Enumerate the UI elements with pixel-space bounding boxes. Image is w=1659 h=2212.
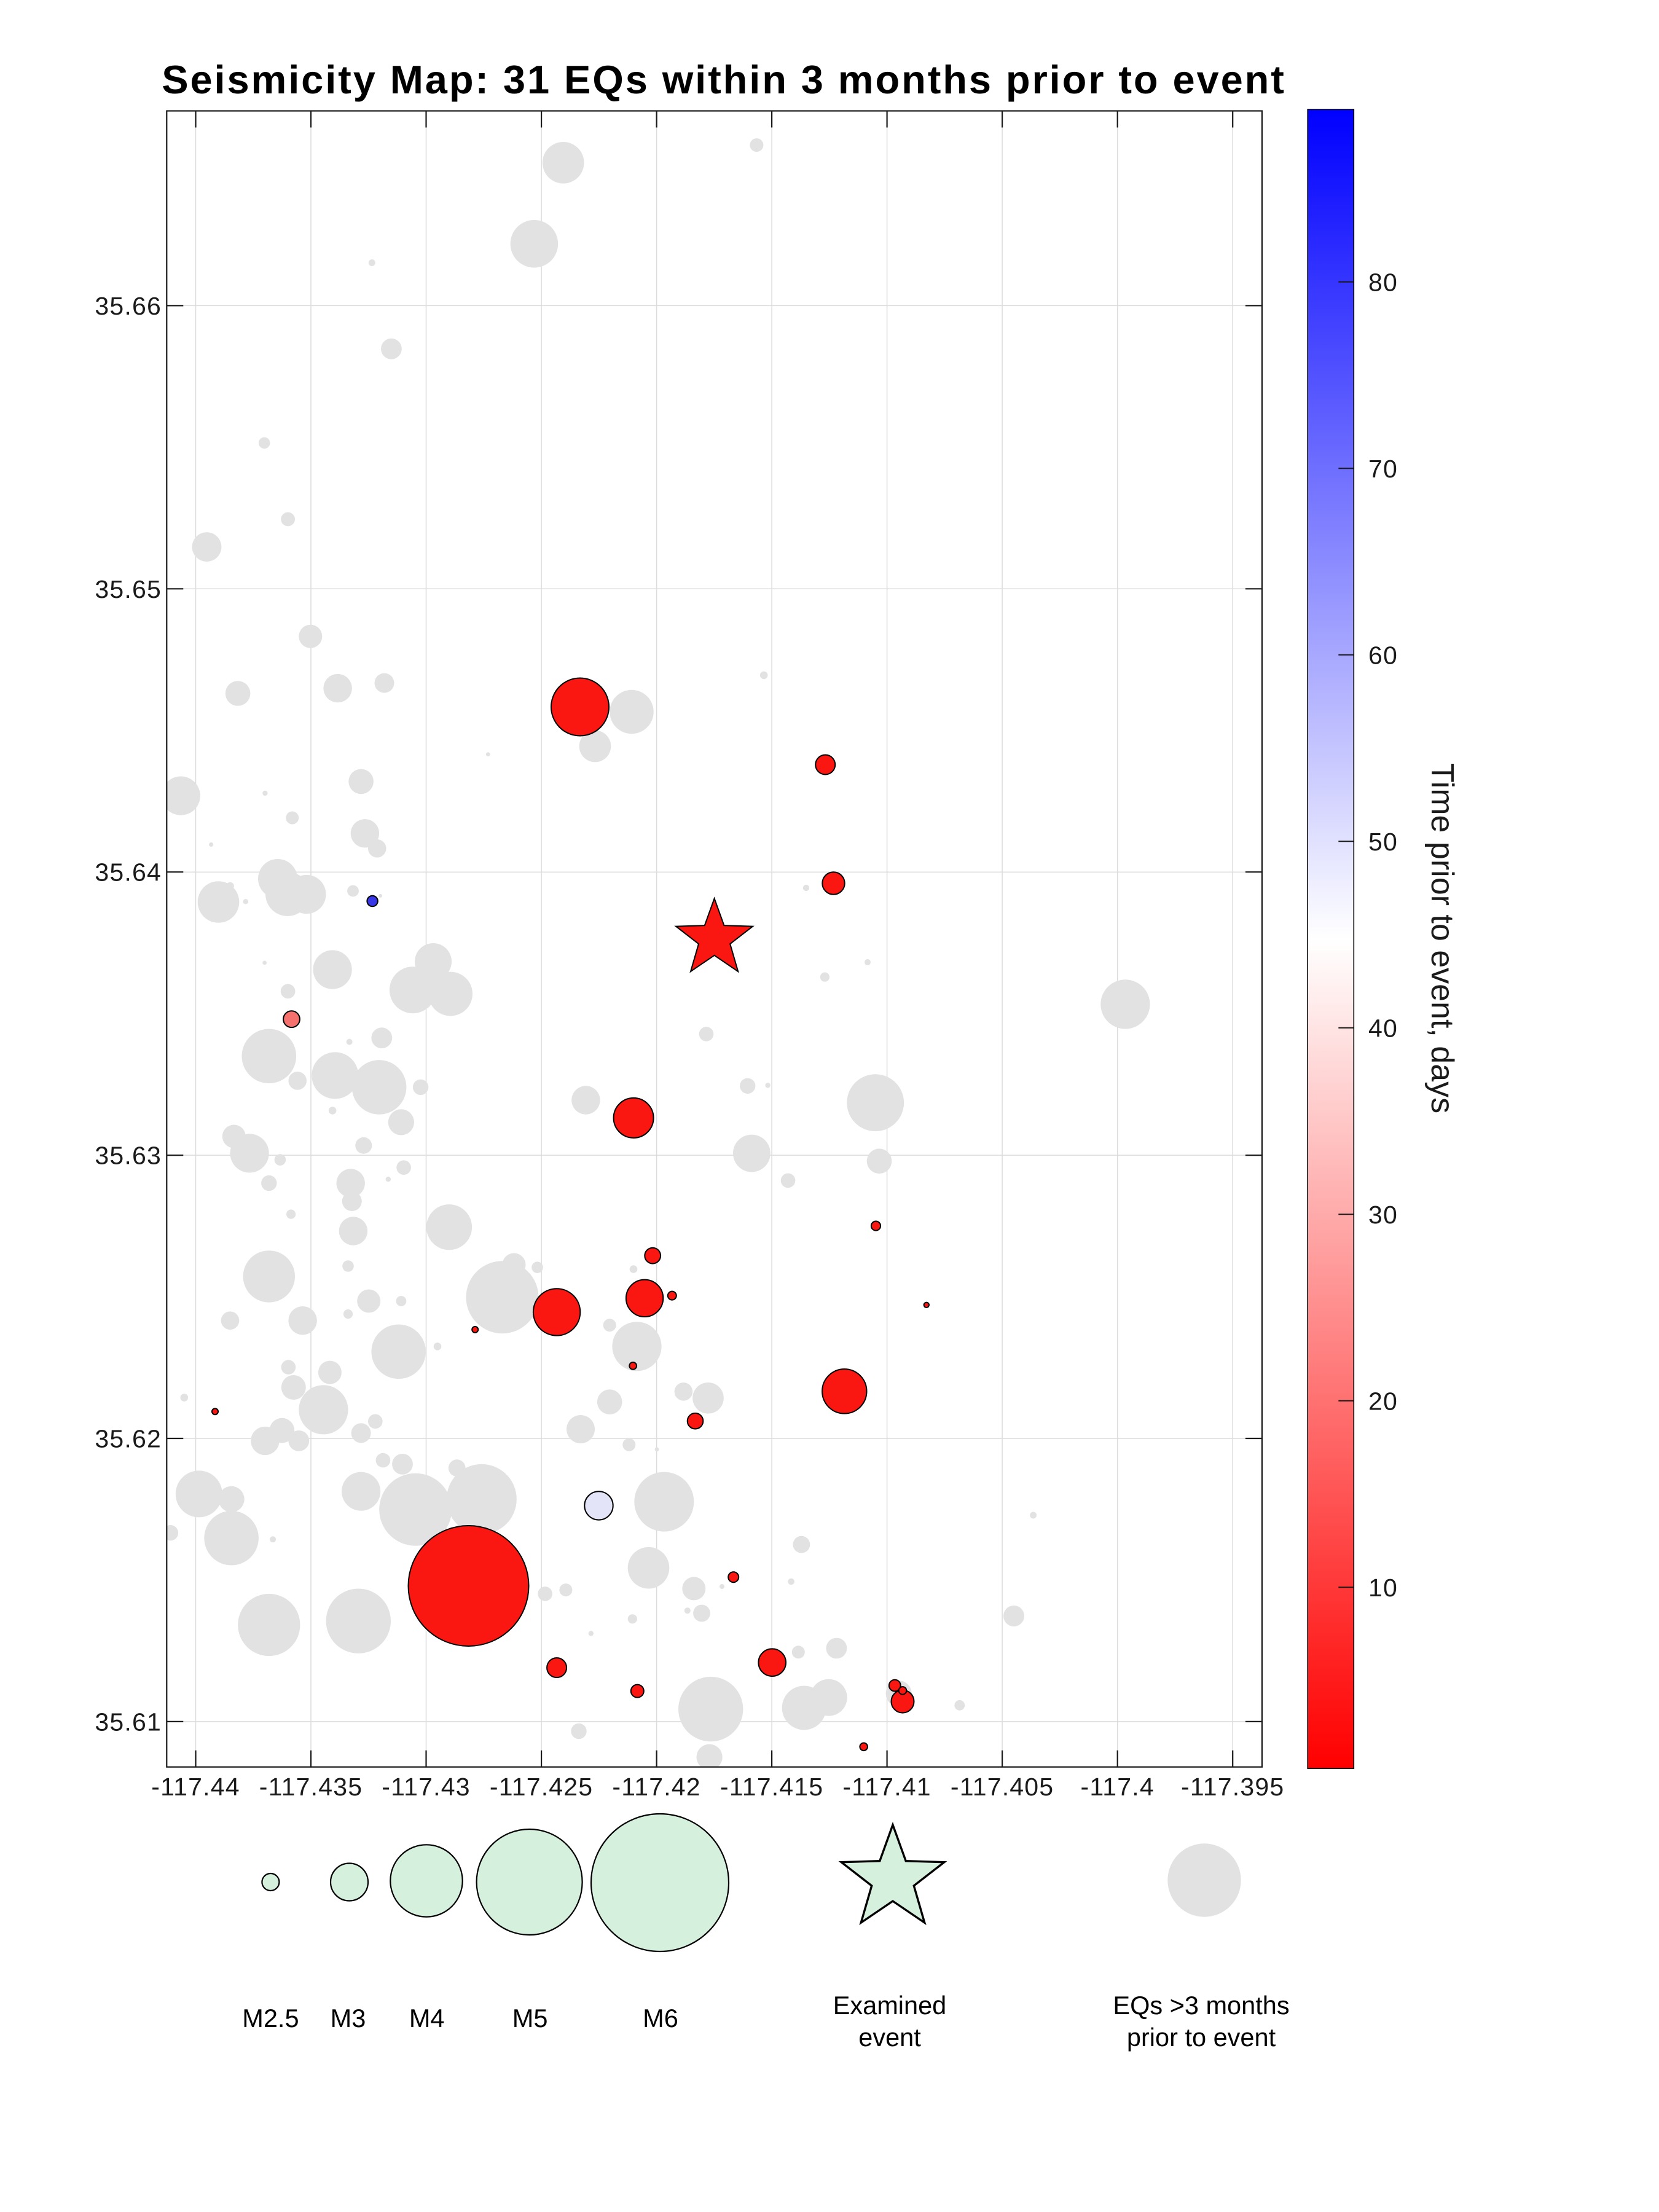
svg-text:-117.425: -117.425 <box>490 1773 593 1801</box>
svg-text:-117.4: -117.4 <box>1080 1773 1154 1801</box>
svg-text:35.62: 35.62 <box>95 1425 162 1453</box>
svg-text:-117.435: -117.435 <box>259 1773 363 1801</box>
svg-text:30: 30 <box>1368 1201 1398 1229</box>
svg-text:-117.415: -117.415 <box>720 1773 823 1801</box>
svg-text:prior to event: prior to event <box>1127 2023 1276 2052</box>
svg-text:-117.41: -117.41 <box>842 1773 931 1801</box>
svg-text:50: 50 <box>1368 828 1398 856</box>
svg-text:-117.43: -117.43 <box>382 1773 470 1801</box>
svg-text:M4: M4 <box>409 2004 445 2033</box>
svg-text:M6: M6 <box>643 2004 678 2033</box>
svg-text:event: event <box>858 2023 921 2052</box>
svg-text:Time prior to event, days: Time prior to event, days <box>1424 763 1460 1113</box>
svg-text:40: 40 <box>1368 1014 1398 1042</box>
svg-text:M3: M3 <box>331 2004 366 2033</box>
svg-text:60: 60 <box>1368 641 1398 669</box>
svg-text:80: 80 <box>1368 268 1398 296</box>
svg-text:10: 10 <box>1368 1574 1398 1602</box>
svg-text:EQs >3 months: EQs >3 months <box>1113 1991 1289 2020</box>
svg-text:35.65: 35.65 <box>95 575 162 603</box>
svg-text:20: 20 <box>1368 1387 1398 1415</box>
svg-text:35.61: 35.61 <box>95 1708 162 1736</box>
svg-text:-117.44: -117.44 <box>151 1773 240 1801</box>
svg-text:-117.405: -117.405 <box>951 1773 1054 1801</box>
svg-text:M2.5: M2.5 <box>242 2004 299 2033</box>
svg-text:70: 70 <box>1368 455 1398 483</box>
svg-text:35.64: 35.64 <box>95 858 162 887</box>
svg-text:Seismicity Map: 31 EQs within: Seismicity Map: 31 EQs within 3 months p… <box>162 57 1286 102</box>
svg-text:M5: M5 <box>512 2004 548 2033</box>
svg-text:-117.395: -117.395 <box>1181 1773 1284 1801</box>
svg-text:-117.42: -117.42 <box>612 1773 700 1801</box>
svg-text:Examined: Examined <box>833 1991 947 2020</box>
svg-text:35.66: 35.66 <box>95 292 162 320</box>
svg-text:35.63: 35.63 <box>95 1142 162 1170</box>
